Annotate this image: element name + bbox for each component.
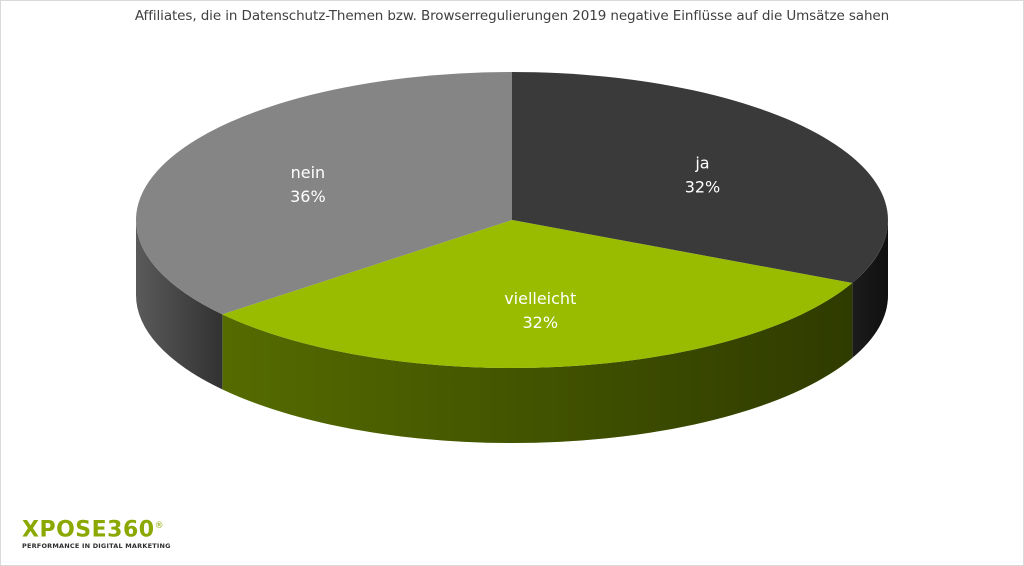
slice-value-nein: 36% [290, 187, 326, 206]
slice-label-nein: nein [291, 163, 326, 182]
logo-wordmark: XPOSE360® [22, 517, 165, 543]
slice-label-vielleicht: vielleicht [504, 289, 576, 308]
slice-value-vielleicht: 32% [522, 313, 558, 332]
chart-title: Affiliates, die in Datenschutz-Themen bz… [134, 8, 890, 24]
pie-side-shade-ja [852, 220, 888, 359]
xpose360-logo: XPOSE360® PERFORMANCE IN DIGITAL MARKETI… [22, 515, 171, 551]
logo-tagline: PERFORMANCE IN DIGITAL MARKETING [22, 542, 171, 551]
slice-value-ja: 32% [685, 177, 721, 196]
pie-side-shade-nein [136, 220, 223, 390]
pie-slice-nein [135, 71, 512, 315]
pie-slice-ja [512, 72, 888, 284]
pie-slice-vielleicht [222, 220, 853, 368]
slice-label-ja: ja [694, 153, 709, 172]
pie-side-shade-vielleicht [222, 283, 853, 444]
